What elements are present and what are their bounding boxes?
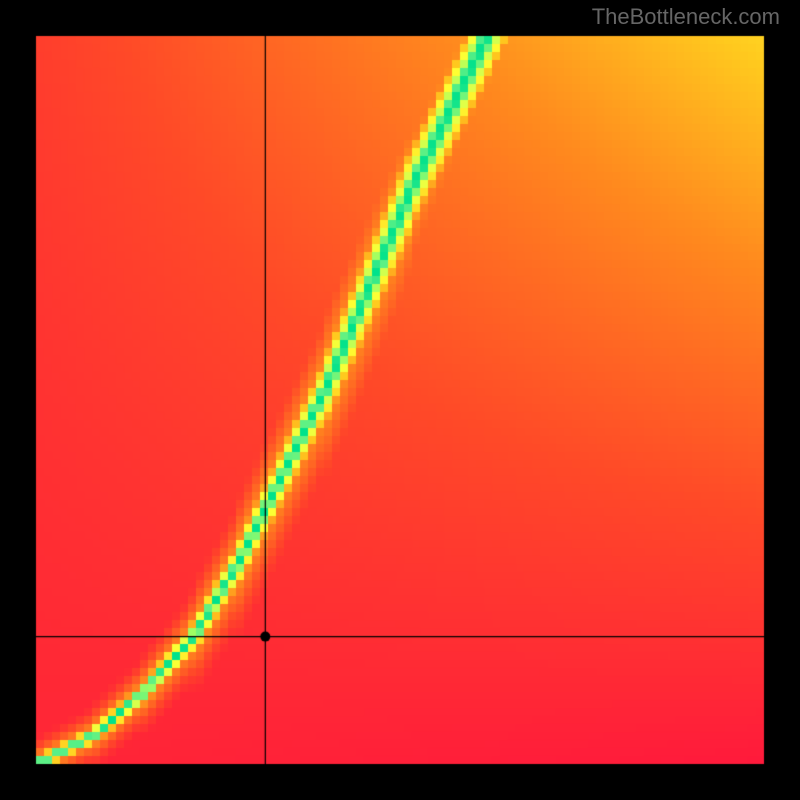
chart-container: TheBottleneck.com (0, 0, 800, 800)
heatmap-canvas (0, 0, 800, 800)
watermark-text: TheBottleneck.com (592, 4, 780, 30)
